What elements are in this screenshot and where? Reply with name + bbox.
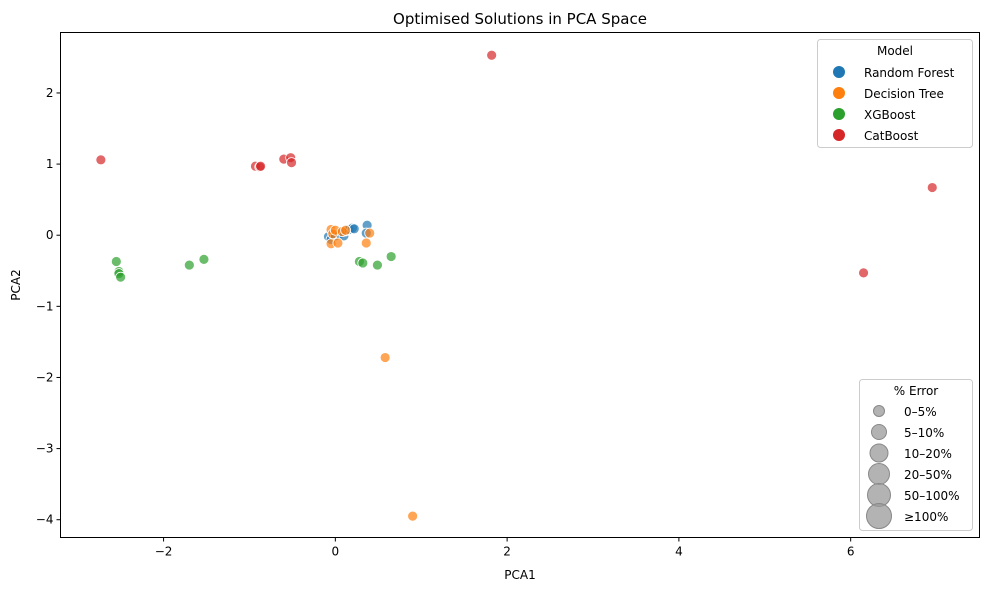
legend-error-label: ≥100% <box>904 510 948 524</box>
y-tick-label: −1 <box>36 299 54 313</box>
legend-model-marker <box>833 66 845 78</box>
point-catboost <box>286 157 297 169</box>
legend-error-label: 0–5% <box>904 405 937 419</box>
legend-error-label: 50–100% <box>904 489 960 503</box>
point-catboost <box>926 182 938 193</box>
legend-error-marker <box>869 443 889 463</box>
legend-model-frame <box>817 39 973 148</box>
y-tick-label: −3 <box>36 442 54 456</box>
data-points <box>95 49 938 522</box>
y-tick-label: 1 <box>46 157 54 171</box>
x-tick-label: −2 <box>155 545 173 559</box>
x-axis-label: PCA1 <box>504 568 535 582</box>
x-tick-label: 0 <box>332 545 340 559</box>
legend-model-marker <box>833 129 845 141</box>
legend-error-label: 5–10% <box>904 426 944 440</box>
point-decision-tree <box>364 227 376 239</box>
point-decision-tree <box>407 510 419 522</box>
x-axis-ticks: −2 0 2 4 6 <box>155 537 855 559</box>
legend-error-label: 10–20% <box>904 447 952 461</box>
point-decision-tree <box>332 237 344 249</box>
x-tick-label: 2 <box>503 545 511 559</box>
legend-error-marker <box>871 424 887 440</box>
plot-area-frame <box>60 32 980 538</box>
point-catboost <box>255 160 267 172</box>
legend-error-label: 20–50% <box>904 468 952 482</box>
legend-model-label: CatBoost <box>864 129 919 143</box>
point-xgboost <box>198 253 210 265</box>
point-decision-tree <box>360 237 372 249</box>
point-xgboost <box>372 259 383 271</box>
chart-title: Optimised Solutions in PCA Space <box>393 10 647 28</box>
legend-model-title: Model <box>877 44 913 58</box>
y-tick-label: −4 <box>36 513 54 527</box>
point-catboost <box>858 267 869 279</box>
y-axis-ticks: −4 −3 −2 −1 0 1 2 <box>36 86 61 527</box>
y-axis-label: PCA2 <box>9 269 23 300</box>
legend-model: Model Random Forest Decision Tree XGBoost C… <box>817 39 973 148</box>
point-decision-tree <box>340 224 352 236</box>
point-xgboost <box>385 251 397 262</box>
legend-model-marker <box>833 108 845 120</box>
legend-model-label: XGBoost <box>864 108 916 122</box>
legend-error-marker <box>868 463 890 485</box>
point-decision-tree <box>379 352 391 363</box>
legend-error-marker <box>873 405 885 417</box>
point-xgboost <box>115 271 127 283</box>
legend-model-label: Random Forest <box>864 66 955 80</box>
point-xgboost <box>110 256 122 267</box>
y-tick-label: 2 <box>46 86 54 100</box>
point-catboost <box>95 154 107 166</box>
legend-model-marker <box>833 87 845 99</box>
legend-error-marker <box>866 503 892 529</box>
point-xgboost <box>183 259 195 271</box>
point-xgboost <box>357 257 369 269</box>
y-tick-label: −2 <box>36 370 54 384</box>
x-tick-label: 6 <box>847 545 855 559</box>
x-tick-label: 4 <box>675 545 683 559</box>
point-catboost <box>486 49 498 61</box>
legend-model-label: Decision Tree <box>864 87 944 101</box>
y-tick-label: 0 <box>46 228 54 242</box>
legend-error-title: % Error <box>894 384 939 398</box>
legend-error: % Error 0–5% 5–10% 10–20% 20–50% 50–100% ≥100… <box>859 379 973 531</box>
